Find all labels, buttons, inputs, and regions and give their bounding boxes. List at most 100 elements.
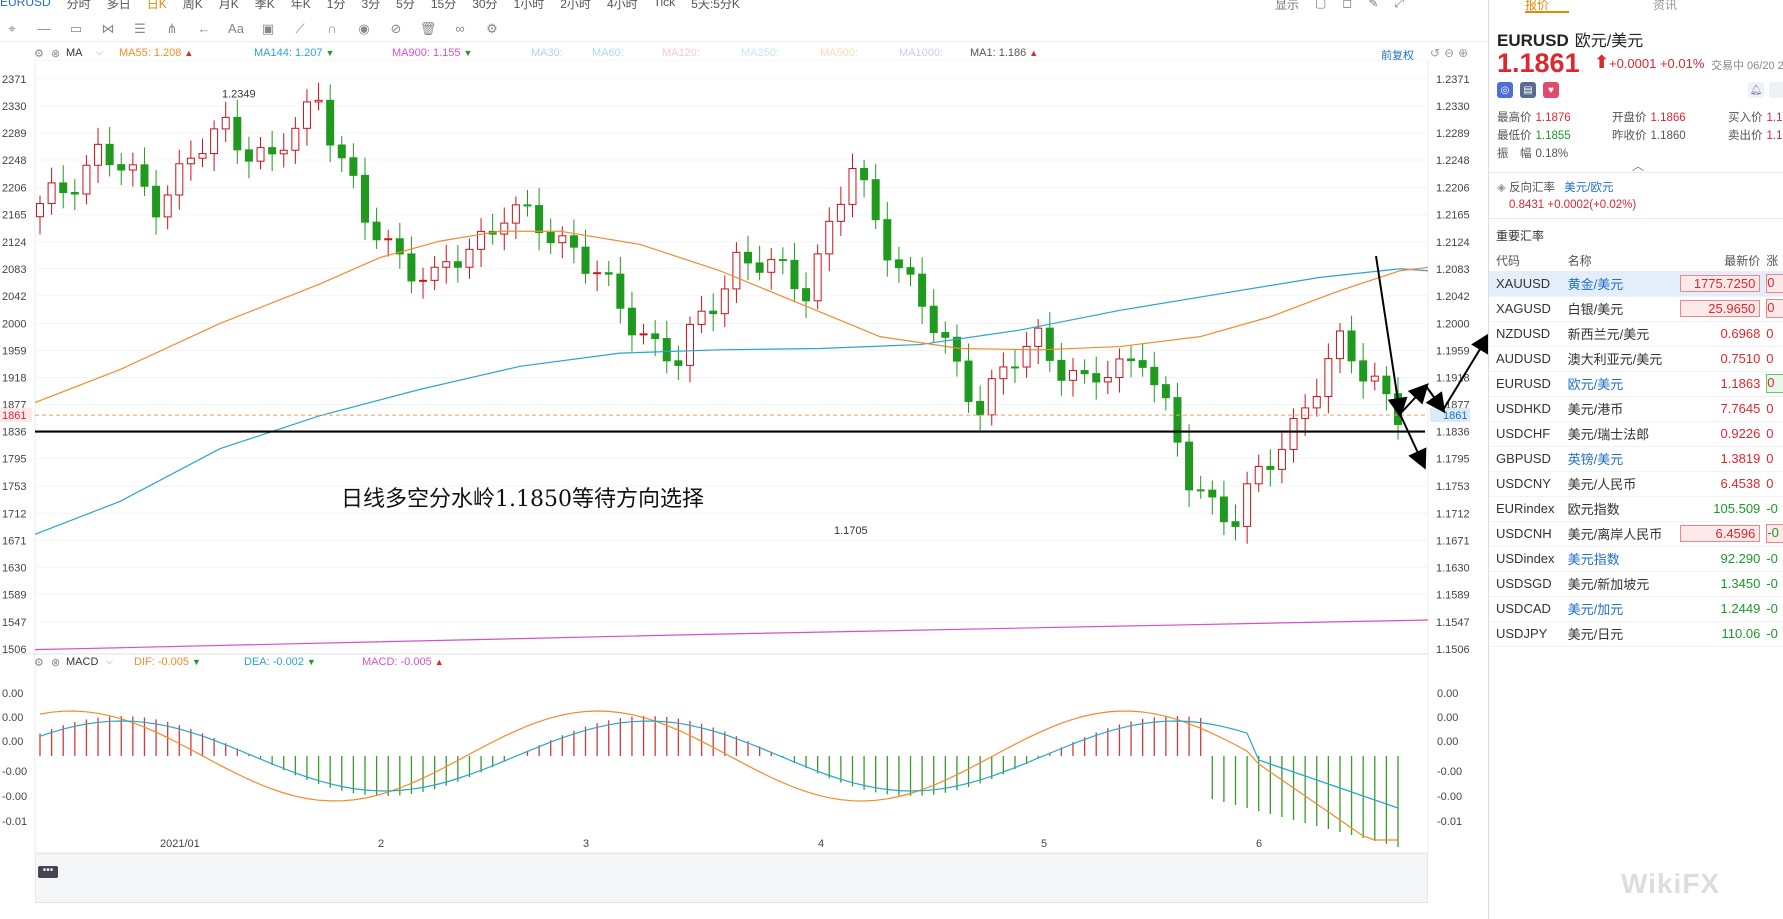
table-row[interactable]: USDCNY 美元/人民币 6.4538 0 xyxy=(1489,471,1783,497)
period-tab[interactable]: 5分 xyxy=(396,0,415,11)
period-tab[interactable]: 4小时 xyxy=(606,0,638,11)
period-tab[interactable]: 30分 xyxy=(472,0,498,11)
line-tool-icon[interactable]: — xyxy=(37,21,51,36)
close-icon[interactable]: ⊗ xyxy=(51,657,61,669)
table-row[interactable]: XAGUSD 白银/美元 25.9650 0 xyxy=(1489,296,1783,322)
arrow-tool-icon[interactable]: ← xyxy=(197,21,211,36)
period-tab[interactable]: 月K xyxy=(218,0,239,11)
collapse-chevron-icon[interactable]: ︿ xyxy=(1632,159,1645,173)
period-tab[interactable]: 多日 xyxy=(106,0,131,11)
candle-body xyxy=(419,279,428,282)
period-tab[interactable]: 15分 xyxy=(430,0,457,11)
tab-quote[interactable]: 报价 xyxy=(1525,0,1550,12)
eye-icon[interactable]: ◉ xyxy=(358,20,370,36)
timeline-navigator[interactable]: ••• xyxy=(35,853,1428,903)
adjust-mode-button[interactable]: 前复权 xyxy=(1381,50,1414,62)
period-tab[interactable]: 1小时 xyxy=(513,0,545,11)
symbol-tab[interactable]: EURUSD xyxy=(0,0,51,9)
table-row[interactable]: GBPUSD 英镑/美元 1.3819 0 xyxy=(1489,446,1783,472)
comment-tool-icon[interactable]: ▣ xyxy=(261,20,275,36)
rate-code: USDindex xyxy=(1489,546,1564,572)
link-icon[interactable]: ∞ xyxy=(455,21,465,36)
col-name[interactable]: 名称 xyxy=(1563,250,1675,272)
legend-item: DEA: -0.002 ▼ xyxy=(244,656,316,668)
timeline-handle[interactable]: ••• xyxy=(38,866,58,878)
table-row[interactable]: USDCNH 美元/离岸人民币 6.4596 -0 xyxy=(1489,521,1783,547)
table-row[interactable]: AUDUSD 澳大利亚元/美元 0.7510 0 xyxy=(1489,346,1783,372)
pitchfork-tool-icon[interactable]: ⋔ xyxy=(166,20,178,36)
period-tab[interactable]: 5天:5分K xyxy=(691,0,740,11)
period-tab[interactable]: 日K xyxy=(146,0,167,11)
chevron-down-icon[interactable]: ⌵ xyxy=(96,47,103,57)
table-row[interactable]: EURUSD 欧元/美元 1.1863 0 xyxy=(1489,371,1783,397)
period-tab[interactable]: 周K xyxy=(182,0,203,11)
candle-body xyxy=(175,163,184,196)
ruler-tool-icon[interactable]: ⟋ xyxy=(295,20,305,36)
undo-icon[interactable]: ↺ xyxy=(1430,46,1441,60)
magnet-icon[interactable]: ∩ xyxy=(327,21,337,36)
chevron-down-icon[interactable]: ⌵ xyxy=(106,656,113,666)
divider xyxy=(1489,172,1783,173)
down-arrow-icon: ▼ xyxy=(325,48,335,58)
y-tick-label-right: 1.1959 xyxy=(1436,345,1470,357)
delete-icon[interactable]: 🗑︎ xyxy=(419,20,437,36)
table-row[interactable]: USDHKD 美元/港币 7.7645 0 xyxy=(1489,396,1783,422)
table-row[interactable]: USDindex 美元指数 92.290 -0 xyxy=(1489,546,1783,572)
table-row[interactable]: XAUUSD 黄金/美元 1775.7250 0 xyxy=(1489,271,1783,297)
rate-price-cell: 110.06 xyxy=(1674,621,1767,647)
rate-code: AUDUSD xyxy=(1489,346,1564,372)
fullscreen-icon[interactable]: ⤢ xyxy=(1394,0,1404,10)
crosshair-icon[interactable]: ⌖ xyxy=(8,20,16,36)
table-row[interactable]: USDSGD 美元/新加坡元 1.3450 -0 xyxy=(1489,571,1783,597)
indicator-label[interactable]: MA xyxy=(66,47,83,59)
settings-icon[interactable]: ⚙ xyxy=(34,48,44,60)
period-tab[interactable]: 季K xyxy=(254,0,275,11)
draw-icon[interactable]: ✎ xyxy=(1368,0,1379,10)
period-tab[interactable]: Tick xyxy=(653,0,676,9)
stat-label: 昨收价 xyxy=(1612,130,1647,142)
close-icon[interactable]: ⊗ xyxy=(51,48,61,60)
text-tool-icon[interactable]: Aa xyxy=(228,21,244,36)
rect-tool-icon[interactable]: ▭ xyxy=(69,20,83,36)
reverse-link[interactable]: 美元/欧元 xyxy=(1564,182,1614,194)
table-row[interactable]: USDCAD 美元/加元 1.2449 -0 xyxy=(1489,596,1783,622)
period-tab[interactable]: 3分 xyxy=(361,0,381,11)
layout-icon[interactable]: ▢ xyxy=(1315,0,1327,10)
alert-bell-icon[interactable]: 🔔︎ xyxy=(1748,82,1764,98)
rate-price: 105.509 xyxy=(1713,501,1761,516)
globe-icon[interactable]: ◎ xyxy=(1497,82,1513,98)
legend-item: DIF: -0.005 ▼ xyxy=(134,656,201,668)
hide-icon[interactable]: ⊘ xyxy=(390,20,402,36)
legend-value: MA900: 1.155 xyxy=(392,47,461,59)
current-price-marker-left xyxy=(0,408,32,423)
settings-icon[interactable]: ⚙ xyxy=(486,20,498,36)
zoom-out-icon[interactable]: ⊖ xyxy=(1444,46,1455,60)
col-change[interactable]: 涨 xyxy=(1766,250,1783,272)
more-icon[interactable] xyxy=(1769,82,1783,98)
news-icon[interactable]: ▤ xyxy=(1520,82,1536,98)
zoom-in-icon[interactable]: ⊕ xyxy=(1458,46,1469,60)
period-tab[interactable]: 年K xyxy=(290,0,311,11)
tab-news[interactable]: 资讯 xyxy=(1653,0,1678,12)
col-code[interactable]: 代码 xyxy=(1489,250,1564,272)
legend-item: MA900: 1.155 ▼ xyxy=(392,47,472,59)
table-row[interactable]: USDJPY 美元/日元 110.06 -0 xyxy=(1489,621,1783,647)
candle-body xyxy=(1324,358,1333,397)
period-tab[interactable]: 1分 xyxy=(326,0,346,11)
settings-icon[interactable]: ⚙ xyxy=(34,657,44,669)
display-menu[interactable]: 显示 xyxy=(1275,0,1300,12)
table-row[interactable]: EURindex 欧元指数 105.509 -0 xyxy=(1489,496,1783,522)
fib-tool-icon[interactable]: ⋈ xyxy=(101,20,115,36)
candlestick-chart[interactable]: 1.2371 2371 1.2330 2330 1.2289 2289 1.2248 2248… xyxy=(0,60,1488,853)
channel-tool-icon[interactable]: ☰ xyxy=(134,20,146,36)
screenshot-icon[interactable]: ◻ xyxy=(1342,0,1353,10)
table-row[interactable]: USDCHF 美元/瑞士法郎 0.9226 0 xyxy=(1489,421,1783,447)
period-tab[interactable]: 2小时 xyxy=(560,0,591,11)
period-tab[interactable]: 分时 xyxy=(66,0,91,11)
table-row[interactable]: NZDUSD 新西兰元/美元 0.6968 0 xyxy=(1489,321,1783,347)
rate-code: USDCNY xyxy=(1489,471,1564,497)
indicator-label[interactable]: MACD xyxy=(66,656,99,668)
favorite-heart-icon[interactable]: ♥ xyxy=(1543,82,1559,98)
candle-body xyxy=(511,204,520,224)
col-price[interactable]: 最新价 xyxy=(1674,250,1767,272)
